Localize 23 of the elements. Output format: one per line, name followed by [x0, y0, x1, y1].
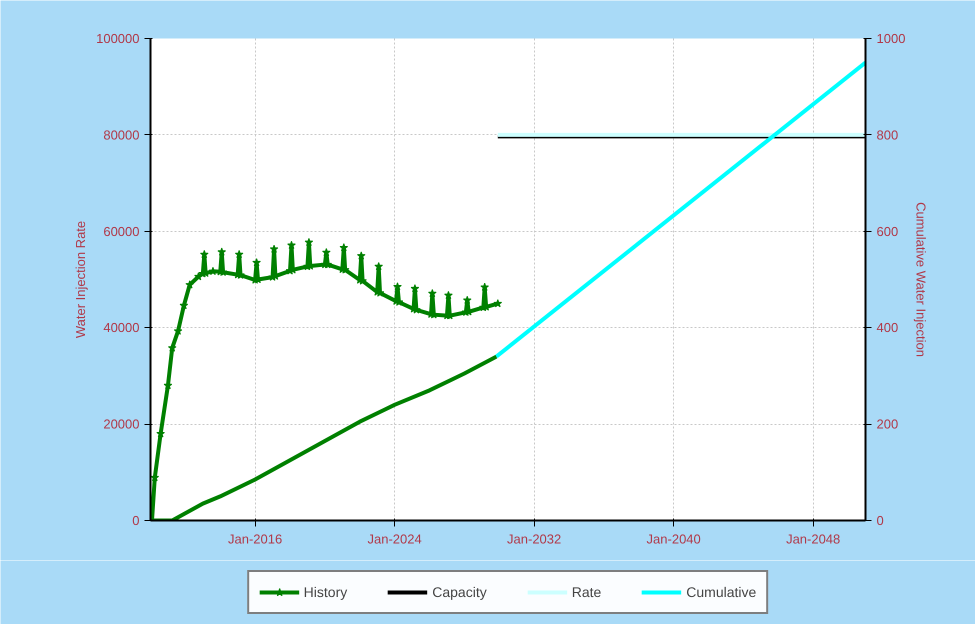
y-tick-label: 20000 — [103, 416, 140, 432]
x-tick-label: Jan-2024 — [368, 532, 422, 546]
x-tick-label: Jan-2016 — [228, 532, 282, 546]
y2-tick-label: 1000 — [876, 31, 906, 46]
legend-label: Rate — [572, 584, 602, 600]
y-axis-title: Water Injection Rate — [73, 220, 88, 338]
y-tick-label: 0 — [132, 513, 140, 528]
y-tick-label: 100000 — [96, 31, 140, 46]
y2-tick-label: 600 — [876, 224, 898, 239]
y-tick-label: 80000 — [103, 127, 140, 142]
legend-label: Capacity — [432, 584, 487, 600]
x-tick-label: Jan-2048 — [786, 532, 840, 546]
y2-tick-label: 0 — [876, 513, 884, 528]
y-tick-label: 40000 — [103, 320, 140, 336]
y-tick-label: 60000 — [103, 224, 140, 239]
y2-tick-label: 400 — [876, 320, 898, 336]
x-tick-label: Jan-2032 — [507, 532, 562, 546]
x-tick-label: Jan-2040 — [646, 532, 701, 546]
y2-tick-label: 800 — [876, 127, 898, 142]
y2-tick-label: 200 — [876, 416, 898, 432]
y2-axis-title: Cumulative Water Injection — [913, 202, 928, 357]
legend-label: History — [304, 584, 348, 600]
legend-label: Cumulative — [686, 584, 756, 600]
